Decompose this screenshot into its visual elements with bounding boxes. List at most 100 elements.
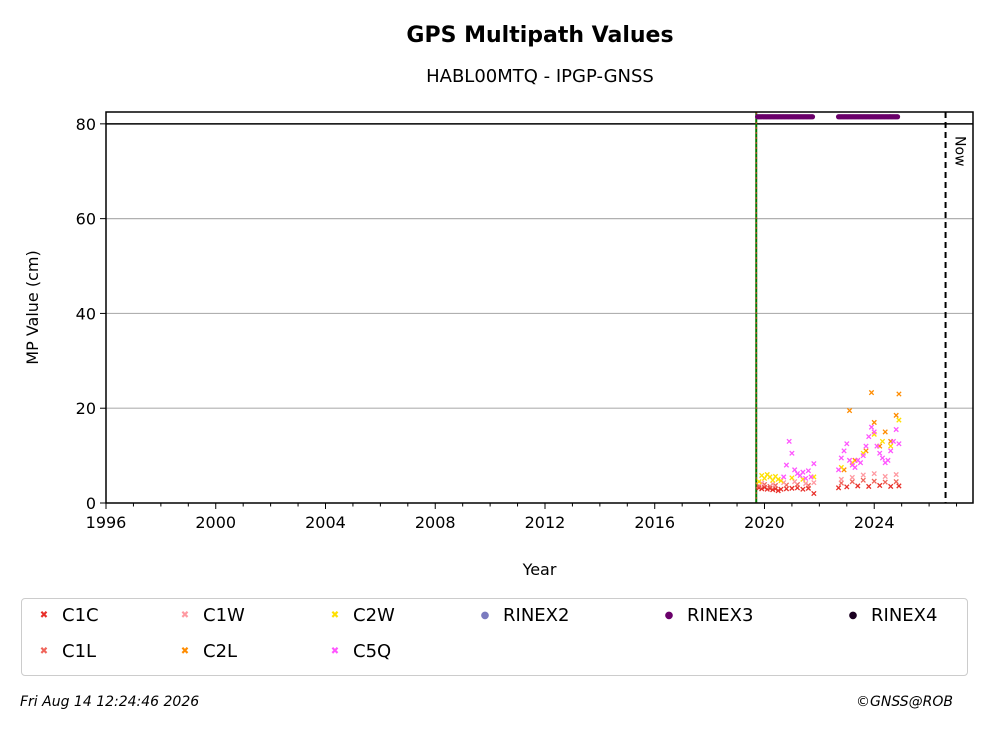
data-point-c2w — [879, 438, 886, 445]
data-point-c1l — [860, 477, 866, 483]
legend-item-c1l: ✖ C1L — [36, 641, 96, 662]
legend-marker-rinex2: ● — [480, 609, 490, 621]
chart-title: GPS Multipath Values — [406, 23, 673, 48]
data-point-c5q — [863, 443, 869, 449]
data-point-c5q — [866, 433, 872, 440]
data-point-c5q — [857, 460, 864, 466]
legend-label: C2L — [203, 641, 238, 662]
data-point-c5q — [852, 464, 858, 471]
legend-item-rinex3: ● RINEX3 — [661, 605, 754, 626]
legend-label: C5Q — [353, 641, 392, 662]
data-point-rinex3 — [809, 114, 816, 120]
data-point-c5q — [792, 467, 798, 473]
data-point-c1l — [772, 482, 779, 489]
data-point-c1w — [849, 474, 855, 481]
legend: ✖ C1C ✖ C1W ✖ C2W ● RINEX2 ● RINEX3 ● RI… — [21, 598, 968, 676]
legend-marker-c1w: ✖ — [180, 609, 190, 621]
footer-timestamp: Fri Aug 14 12:24:46 2026 — [20, 694, 200, 710]
legend-marker-rinex3: ● — [664, 609, 674, 621]
data-point-c5q — [781, 474, 787, 480]
legend-marker-rinex4: ● — [848, 609, 858, 621]
data-point-c1l — [882, 479, 888, 485]
data-point-c5q — [841, 448, 847, 454]
data-point-c1w — [882, 473, 888, 480]
data-point-c1c — [866, 483, 872, 490]
legend-label: C1L — [62, 641, 97, 662]
legend-marker-c2w: ✖ — [330, 609, 340, 621]
data-point-c1c — [855, 483, 861, 489]
legend-label: RINEX3 — [687, 605, 754, 626]
data-point-c1c — [896, 483, 902, 489]
data-point-c5q — [874, 443, 880, 449]
data-point-c2w — [888, 443, 894, 449]
legend-item-c1w: ✖ C1W — [177, 605, 245, 626]
data-point-c2w — [775, 476, 781, 482]
data-point-rinex3 — [894, 114, 901, 120]
data-point-c2w — [756, 479, 762, 485]
data-point-c1l — [893, 479, 899, 485]
legend-item-c1c: ✖ C1C — [36, 605, 99, 626]
data-point-c5q — [783, 462, 790, 468]
data-point-c2l — [896, 391, 902, 397]
legend-label: C2W — [353, 605, 395, 626]
data-point-c1w — [792, 479, 798, 485]
data-point-c5q — [846, 457, 853, 464]
data-point-c2w — [770, 477, 776, 483]
x-tick-label: 1996 — [86, 513, 127, 532]
y-tick-label: 0 — [86, 494, 96, 513]
y-tick-label: 20 — [76, 399, 96, 418]
data-point-c5q — [786, 438, 792, 445]
legend-marker-c5q: ✖ — [330, 645, 340, 657]
data-point-c1c — [844, 484, 850, 490]
now-label: Now — [952, 136, 968, 167]
data-point-c5q — [811, 461, 817, 467]
legend-label: RINEX4 — [871, 605, 938, 626]
data-point-c2w — [778, 478, 784, 484]
y-tick-label: 40 — [76, 304, 96, 323]
legend-item-rinex4: ● RINEX4 — [845, 605, 938, 626]
data-point-c2l — [882, 429, 888, 435]
data-point-c1c — [778, 486, 784, 492]
y-tick-label: 80 — [76, 115, 96, 134]
x-tick-label: 2020 — [744, 513, 785, 532]
data-point-c5q — [893, 426, 899, 433]
data-point-c5q — [890, 438, 897, 445]
data-point-c1w — [811, 479, 817, 486]
data-point-c2w — [789, 475, 795, 481]
chart-subtitle: HABL00MTQ - IPGP-GNSS — [426, 66, 654, 87]
data-point-c5q — [860, 452, 866, 459]
footer-credit: ©GNSS@ROB — [856, 694, 953, 710]
data-point-c5q — [868, 424, 875, 430]
legend-marker-c1l: ✖ — [39, 645, 49, 657]
data-point-c1c — [888, 483, 894, 490]
data-point-c5q — [888, 448, 894, 454]
legend-marker-c2l: ✖ — [180, 645, 190, 657]
plot-frame — [105, 111, 974, 504]
data-point-c2l — [871, 419, 877, 426]
legend-item-c2l: ✖ C2L — [177, 641, 237, 662]
data-point-c5q — [877, 450, 883, 456]
data-point-c1w — [860, 472, 866, 478]
x-tick-label: 2012 — [525, 513, 566, 532]
data-point-c2l — [893, 412, 899, 418]
data-point-c1l — [871, 478, 877, 484]
data-point-c5q — [871, 429, 877, 435]
data-point-c5q — [800, 469, 806, 475]
data-point-c5q — [808, 474, 814, 480]
data-point-c1c — [877, 482, 883, 489]
data-point-c1l — [761, 481, 768, 488]
data-point-c5q — [835, 467, 842, 473]
x-tick-label: 2004 — [305, 513, 346, 532]
data-point-c5q — [838, 455, 844, 461]
legend-label: RINEX2 — [503, 605, 570, 626]
data-point-c1w — [759, 480, 765, 486]
legend-label: C1C — [62, 605, 99, 626]
data-point-c1w — [871, 470, 877, 477]
data-point-c5q — [805, 468, 812, 474]
x-tick-label: 2008 — [415, 513, 456, 532]
x-tick-label: 2000 — [195, 513, 236, 532]
data-point-c5q — [885, 457, 891, 464]
data-point-c5q — [896, 441, 902, 447]
legend-marker-c1c: ✖ — [39, 609, 49, 621]
data-point-c1w — [838, 476, 844, 482]
